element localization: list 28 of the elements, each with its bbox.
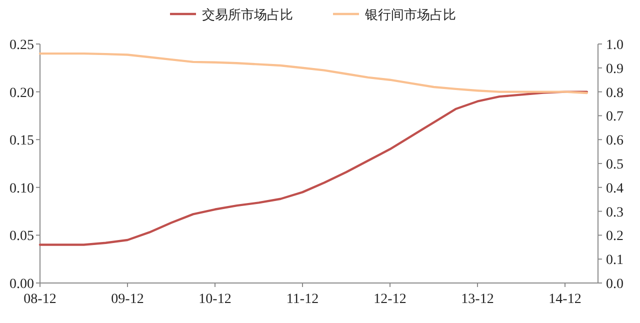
y-tick-label: 0.00 [10,277,34,292]
y2-tick-label: 0.9 [606,62,624,77]
x-tick-label: 08-12 [24,292,56,307]
y2-tick-label: 0.5 [606,158,624,172]
x-tick-label: 13-12 [461,292,494,307]
y2-tick-label: 0.3 [606,205,624,220]
x-tick-label: 09-12 [111,292,144,307]
x-tick-label: 12-12 [374,292,406,307]
y2-tick-label: 0.6 [606,134,624,149]
x-tick-label: 14-12 [548,292,582,307]
y-tick-label: 0.25 [10,38,34,53]
y-tick-label: 0.15 [10,134,34,149]
y2-tick-label: 0.8 [606,86,624,101]
y-tick-label: 0.05 [10,229,34,244]
line-series [38,52,588,94]
y2-tick-label: 0.7 [606,110,624,125]
y2-tick-label: 0.0 [606,277,624,292]
y2-tick-label: 0.4 [606,181,624,196]
legend-label: 交易所市场占比 [202,7,293,23]
y2-tick-label: 0.1 [606,253,624,268]
x-tick-label: 10-12 [198,292,232,307]
y2-tick-label: 1.0 [606,38,624,53]
y2-tick-label: 0.2 [606,229,624,244]
line-series [38,90,588,246]
y-tick-label: 0.20 [10,86,34,101]
legend-label: 银行间市场占比 [364,8,456,23]
y-tick-label: 0.10 [10,181,34,196]
x-tick-label: 11-12 [286,292,319,307]
